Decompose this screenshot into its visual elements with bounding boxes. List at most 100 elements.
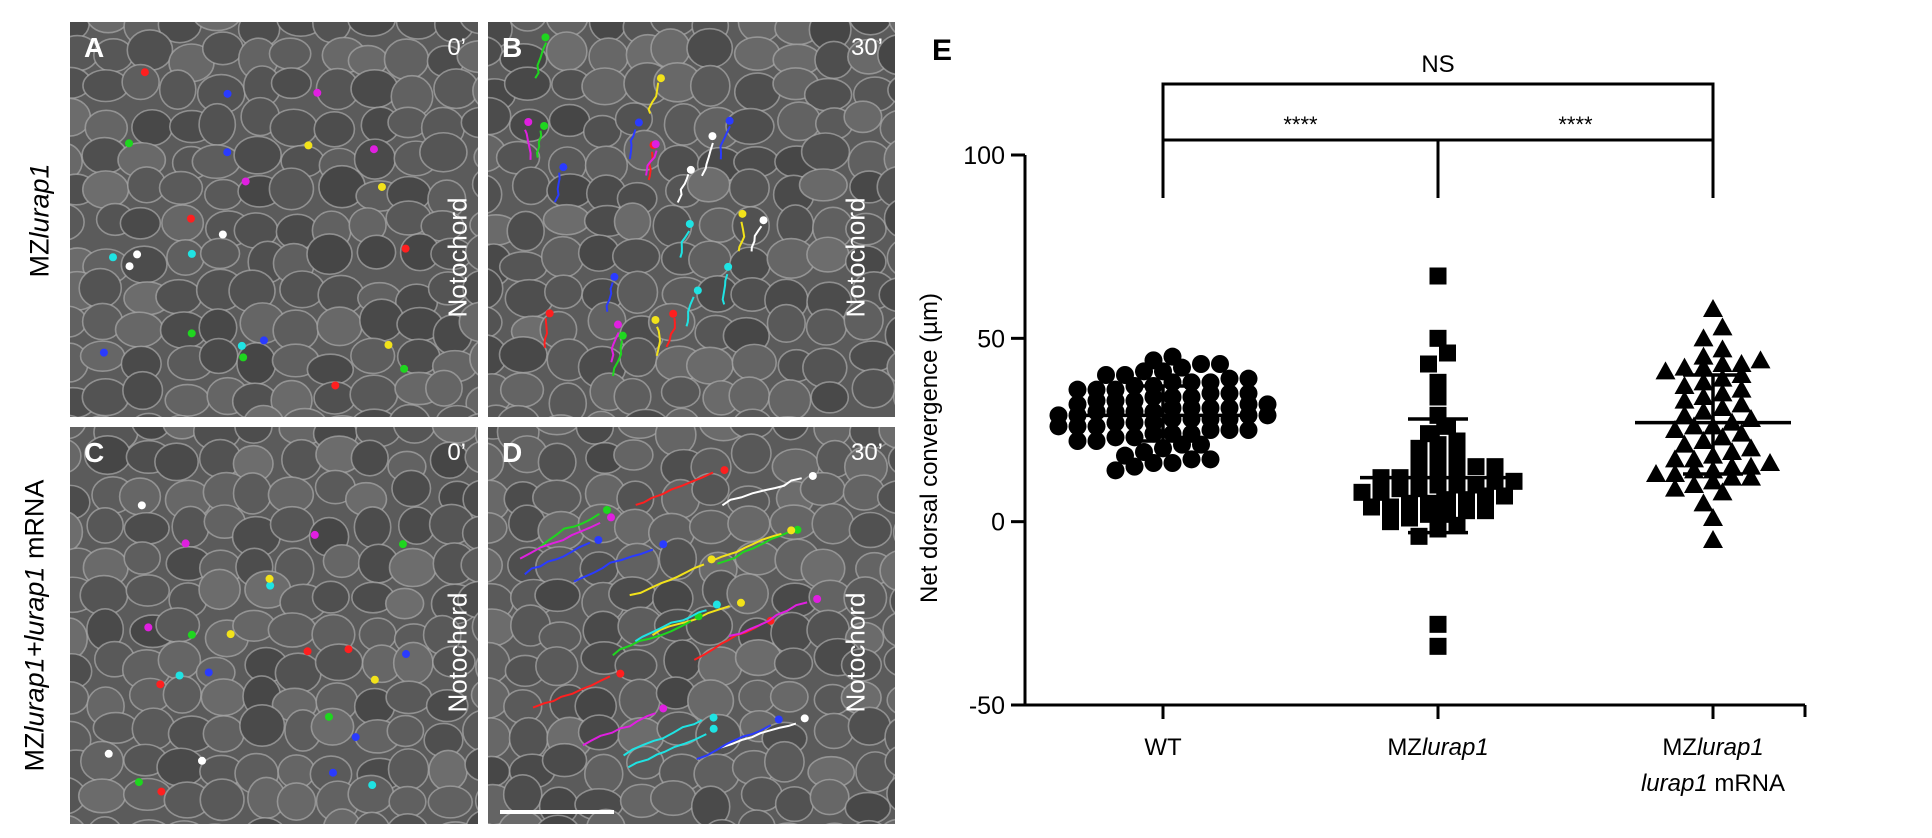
data-point: [1693, 493, 1714, 512]
cell-marker: [651, 315, 660, 324]
cell: [268, 167, 315, 211]
cell: [665, 407, 699, 417]
cell: [356, 234, 397, 270]
cell: [843, 576, 888, 620]
cell: [131, 108, 174, 147]
cell-track: [720, 722, 797, 749]
data-point: [1448, 432, 1466, 450]
cell: [123, 511, 170, 545]
data-point: [1125, 391, 1144, 410]
cell: [436, 404, 478, 417]
cell: [882, 612, 895, 647]
cell: [198, 568, 241, 611]
cell: [276, 782, 317, 821]
data-point: [1665, 449, 1685, 468]
data-point: [1106, 461, 1125, 480]
cell-marker: [125, 139, 134, 148]
cell-marker: [686, 165, 695, 174]
cell: [884, 746, 895, 776]
cell: [87, 22, 129, 34]
data-point: [1448, 476, 1466, 494]
data-point: [1363, 498, 1380, 516]
cell: [613, 202, 652, 241]
cell: [442, 821, 469, 824]
cell-marker: [398, 540, 407, 549]
data-point: [1087, 432, 1106, 450]
cell-marker: [524, 118, 533, 127]
data-point: [1410, 480, 1428, 498]
cell-marker: [186, 214, 195, 223]
cell: [876, 166, 895, 208]
cell-marker: [313, 88, 322, 97]
data-point: [1429, 329, 1447, 347]
cell-marker: [559, 163, 568, 172]
cell: [158, 170, 204, 205]
data-point: [1429, 615, 1447, 633]
cell-track: [701, 142, 714, 177]
data-point: [1665, 420, 1685, 438]
cell: [587, 410, 616, 417]
cell: [686, 27, 734, 69]
cell-marker: [402, 650, 411, 659]
data-point: [1144, 351, 1163, 370]
data-point: [1712, 398, 1733, 416]
cell: [725, 107, 775, 146]
cell-marker: [607, 513, 616, 522]
cell-track: [573, 548, 654, 583]
cell: [461, 515, 478, 551]
data-point: [1741, 467, 1761, 486]
notochord-label-c: Notochord: [442, 592, 473, 713]
cell: [497, 404, 540, 417]
cell: [392, 641, 434, 685]
cell: [281, 438, 323, 481]
cell-track: [582, 712, 656, 747]
data-point: [1106, 380, 1125, 399]
data-point: [1722, 456, 1742, 475]
cell: [650, 28, 691, 69]
cell-marker: [774, 715, 783, 724]
cell: [685, 346, 734, 385]
row-label-top-gene: lurap1: [24, 163, 55, 239]
cell-marker: [616, 669, 625, 678]
cell: [469, 341, 478, 376]
cell: [473, 147, 478, 168]
cell: [726, 572, 770, 615]
cell: [161, 204, 205, 242]
cell: [198, 102, 237, 147]
data-point: [1163, 454, 1182, 472]
cell: [498, 336, 548, 374]
data-point: [1087, 417, 1106, 436]
cell: [198, 337, 239, 375]
cell-marker: [800, 714, 809, 723]
cell: [763, 740, 805, 783]
data-point: [1674, 405, 1695, 424]
cell-marker: [685, 219, 694, 228]
panel-d-micrograph: D 30’ Notochord: [488, 427, 895, 824]
cell-marker: [187, 249, 196, 258]
cell-marker: [594, 536, 603, 545]
cell: [851, 368, 895, 409]
cell: [347, 22, 396, 37]
cell-track: [610, 332, 620, 363]
data-point: [1429, 388, 1447, 406]
data-point: [1439, 505, 1456, 523]
cell-marker: [140, 68, 149, 77]
cell: [579, 551, 619, 587]
data-point: [1068, 395, 1087, 414]
cell: [772, 427, 809, 441]
data-point: [1467, 476, 1485, 494]
y-tick-label: 0: [991, 509, 1005, 537]
data-point: [1068, 432, 1087, 450]
cell: [509, 22, 546, 32]
cell-marker: [344, 645, 353, 654]
panel-label-c: C: [84, 437, 105, 468]
cell-marker: [237, 341, 246, 350]
data-point: [1382, 498, 1399, 516]
data-point: [1220, 369, 1239, 388]
cell-track: [679, 230, 691, 258]
cell: [92, 711, 139, 745]
cell: [879, 110, 895, 147]
data-point: [1703, 471, 1723, 490]
cell: [166, 239, 205, 277]
cell: [199, 237, 241, 270]
